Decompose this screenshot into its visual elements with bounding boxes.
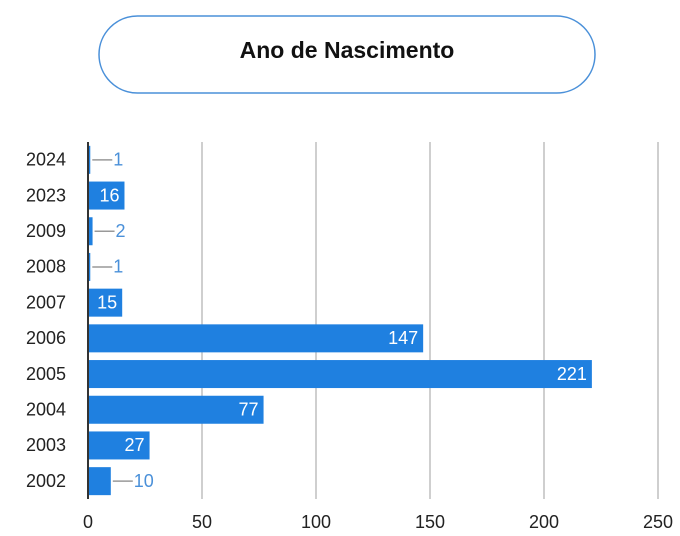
data-label: 2 <box>116 221 126 241</box>
x-tick-label: 150 <box>415 512 445 532</box>
data-label: 77 <box>239 400 259 420</box>
data-label: 15 <box>97 292 117 312</box>
x-tick-label: 250 <box>643 512 673 532</box>
bar <box>88 288 123 317</box>
x-tick-label: 0 <box>83 512 93 532</box>
bar <box>88 217 93 246</box>
bar <box>88 324 424 353</box>
y-tick-label: 2008 <box>26 257 66 277</box>
y-tick-label: 2004 <box>26 400 66 420</box>
x-tick-label: 50 <box>192 512 212 532</box>
bar <box>88 145 91 174</box>
y-tick-label: 2005 <box>26 364 66 384</box>
data-label: 221 <box>557 364 587 384</box>
data-label: 1 <box>113 150 123 170</box>
x-tick-label: 200 <box>529 512 559 532</box>
y-tick-label: 2006 <box>26 328 66 348</box>
data-label: 10 <box>134 471 154 491</box>
data-label: 1 <box>113 257 123 277</box>
data-label: 16 <box>99 185 119 205</box>
chart-title: Ano de Nascimento <box>240 37 455 63</box>
title-box <box>98 15 596 94</box>
bar <box>88 181 125 210</box>
bar <box>88 431 150 460</box>
bar <box>88 252 91 281</box>
y-tick-label: 2003 <box>26 435 66 455</box>
bar <box>88 360 592 389</box>
bar <box>88 395 264 424</box>
y-tick-label: 2007 <box>26 292 66 312</box>
y-tick-label: 2002 <box>26 471 66 491</box>
y-tick-label: 2009 <box>26 221 66 241</box>
data-label: 147 <box>388 328 418 348</box>
x-tick-label: 100 <box>301 512 331 532</box>
data-label: 27 <box>125 435 145 455</box>
y-tick-label: 2023 <box>26 185 66 205</box>
bar <box>88 467 111 496</box>
y-tick-label: 2024 <box>26 150 66 170</box>
